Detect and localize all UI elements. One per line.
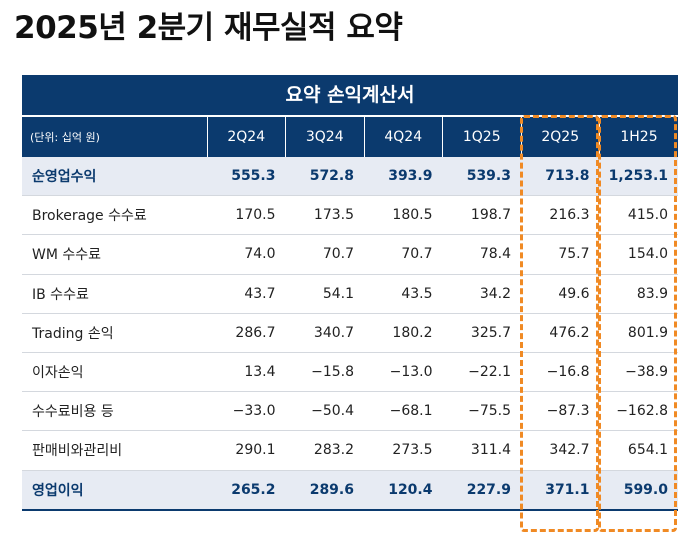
table-row: 영업이익 265.2 289.6 120.4 227.9 371.1 599.0 [22,470,678,511]
table-cell: 180.2 [364,313,443,353]
table-cell: 340.7 [285,313,364,353]
table-cell: −33.0 [207,391,286,432]
table-row: IB 수수료 43.7 54.1 43.5 34.2 49.6 83.9 [22,274,678,314]
table-cell: 198.7 [442,195,521,236]
summary-table: (단위: 십억 원) 2Q24 3Q24 4Q24 1Q25 2Q25 1H25… [22,115,678,511]
table-cell: 173.5 [285,195,364,236]
table-cell: 311.4 [442,430,521,471]
table-cell: 70.7 [285,234,364,275]
income-statement-table: 요약 손익계산서 (단위: 십억 원) 2Q24 3Q24 4Q24 1Q25 … [22,75,678,511]
table-cell: 415.0 [599,195,678,236]
table-cell: 371.1 [521,470,600,511]
table-cell: −68.1 [364,391,443,432]
table-cell: 154.0 [599,234,678,275]
table-cell: 286.7 [207,313,286,353]
column-header: 4Q24 [363,115,443,157]
table-row: 이자손익 13.4 −15.8 −13.0 −22.1 −16.8 −38.9 [22,352,678,393]
table-cell: 34.2 [442,274,521,314]
table-cell: 13.4 [207,352,286,393]
table-cell: 539.3 [442,157,521,197]
table-row: 판매비와관리비 290.1 283.2 273.5 311.4 342.7 654.1 [22,430,678,471]
row-label: WM 수수료 [22,234,207,275]
column-header: 1H25 [599,115,678,157]
table-cell: 265.2 [207,470,286,511]
column-header: 2Q24 [206,115,286,157]
row-label: 판매비와관리비 [22,430,207,471]
table-cell: 180.5 [364,195,443,236]
table-cell: 75.7 [521,234,600,275]
table-cell: 216.3 [521,195,600,236]
table-cell: −87.3 [521,391,600,432]
column-header: 3Q24 [285,115,364,157]
table-cell: 654.1 [599,430,678,471]
table-cell: 283.2 [285,430,364,471]
header-row: (단위: 십억 원) 2Q24 3Q24 4Q24 1Q25 2Q25 1H25 [22,115,678,157]
row-label: 수수료비용 등 [22,391,207,432]
table-cell: −75.5 [442,391,521,432]
table-cell: 43.5 [364,274,443,314]
table-cell: 290.1 [207,430,286,471]
table-cell: 273.5 [364,430,443,471]
table-cell: 170.5 [207,195,286,236]
table-cell: 120.4 [364,470,443,511]
table-cell: 555.3 [207,157,286,197]
table-cell: 325.7 [442,313,521,353]
table-cell: −16.8 [521,352,600,393]
row-label: 순영업수익 [22,157,207,197]
table-cell: 476.2 [521,313,600,353]
table-cell: 342.7 [521,430,600,471]
table-cell: 801.9 [599,313,678,353]
row-label: Trading 손익 [22,313,207,353]
table-cell: −13.0 [364,352,443,393]
table-body: 순영업수익 555.3 572.8 393.9 539.3 713.8 1,253.1 Bro… [22,157,678,511]
table-cell: 713.8 [521,157,600,197]
table-cell: 54.1 [285,274,364,314]
page-title: 2025년 2분기 재무실적 요약 [14,10,403,46]
table-cell: −15.8 [285,352,364,393]
column-header: 2Q25 [520,115,600,157]
table-cell: 43.7 [207,274,286,314]
unit-label: (단위: 십억 원) [22,115,207,157]
table-cell: −22.1 [442,352,521,393]
table-row: 순영업수익 555.3 572.8 393.9 539.3 713.8 1,253.1 [22,157,678,197]
row-label: 영업이익 [22,470,207,511]
table-cell: 227.9 [442,470,521,511]
table-cell: −38.9 [599,352,678,393]
column-header: 1Q25 [442,115,521,157]
table-cell: 83.9 [599,274,678,314]
table-cell: 393.9 [364,157,443,197]
row-label: IB 수수료 [22,274,207,314]
table-row: WM 수수료 74.0 70.7 70.7 78.4 75.7 154.0 [22,234,678,275]
table-cell: −50.4 [285,391,364,432]
table-row: Brokerage 수수료 170.5 173.5 180.5 198.7 216.3 41… [22,195,678,236]
table-cell: 49.6 [521,274,600,314]
table-cell: −162.8 [599,391,678,432]
table-row: Trading 손익 286.7 340.7 180.2 325.7 476.2 801.9 [22,313,678,353]
table-cell: 572.8 [285,157,364,197]
table-cell: 74.0 [207,234,286,275]
table-cell: 599.0 [599,470,678,511]
row-label: 이자손익 [22,352,207,393]
table-row: 수수료비용 등 −33.0 −50.4 −68.1 −75.5 −87.3 −162.8 [22,391,678,432]
table-cell: 78.4 [442,234,521,275]
table-cell: 1,253.1 [599,157,678,197]
table-cell: 70.7 [364,234,443,275]
table-cell: 289.6 [285,470,364,511]
row-label: Brokerage 수수료 [22,195,207,236]
table-banner: 요약 손익계산서 [22,75,678,115]
